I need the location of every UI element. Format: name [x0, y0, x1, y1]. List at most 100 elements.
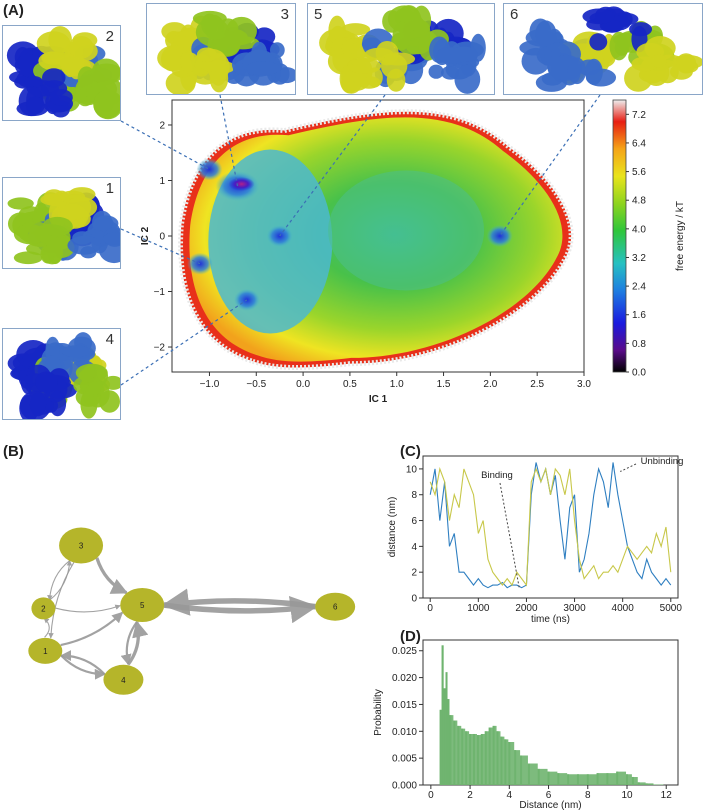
annotation-unbinding-arrow: [620, 463, 637, 472]
histogram-bar: [637, 782, 640, 785]
x-tick-label: 1.5: [437, 379, 451, 390]
x-tick-label: 4: [507, 790, 513, 801]
colorbar-tick-label: 4.0: [632, 224, 646, 235]
histogram-bar: [645, 783, 648, 785]
network-node-label: 6: [333, 603, 338, 612]
histogram-bar: [616, 771, 619, 785]
y-axis-label: Probability: [373, 689, 384, 736]
structure-blob: [49, 89, 73, 106]
structure-image: [6, 26, 120, 120]
x-tick-label: 3.0: [577, 379, 591, 390]
distance-timeseries: 0 1000 2000 3000 4000 5000 0 2 4 6 8 10 time (ns) dis…: [387, 455, 684, 625]
x-tick-label: 1.0: [390, 379, 404, 390]
structure-blob: [60, 203, 86, 221]
y-tick-label: 8: [411, 490, 417, 501]
network-edge: [60, 650, 106, 676]
histogram-bar: [465, 731, 468, 785]
y-axis-label: IC 2: [140, 226, 151, 245]
x-tick-label: 6: [546, 790, 552, 801]
structure-blob: [61, 345, 90, 358]
structure-label: 6: [510, 6, 519, 23]
structure-blob: [428, 64, 444, 79]
x-tick-label: 10: [621, 790, 633, 801]
histogram-bar: [476, 735, 479, 785]
distance-histogram: 0 2 4 6 8 10 12 0.000 0.005 0.010 0.015 0.020 0.025 D…: [373, 639, 679, 811]
histogram-bar: [488, 727, 491, 785]
network-node-5: [120, 588, 165, 622]
histogram-bar: [527, 763, 530, 785]
x-tick-label: 5000: [660, 603, 683, 614]
structure-image: [319, 5, 486, 94]
y-tick-label: −1: [154, 287, 166, 298]
structure-label: 3: [280, 6, 289, 23]
histogram-bar: [653, 784, 656, 785]
structure-blob: [93, 89, 120, 120]
structure-blob: [366, 67, 383, 88]
structure-blob: [13, 251, 43, 265]
y-tick-label: 4: [411, 542, 417, 553]
colorbar-tick-label: 5.6: [632, 167, 646, 178]
network-edge: [49, 560, 73, 601]
y-tick-label: −2: [154, 343, 166, 354]
histogram-bar: [547, 771, 550, 785]
x-tick-label: −0.5: [246, 379, 266, 390]
network-edge: [95, 557, 128, 595]
structure-blob: [35, 371, 58, 393]
y-axis-label: distance (nm): [387, 497, 398, 558]
y-tick-label: 0: [411, 594, 417, 605]
x-tick-label: 2.5: [530, 379, 544, 390]
colorbar: [612, 99, 627, 373]
x-axis-label: IC 1: [369, 394, 388, 405]
structure-blob: [450, 46, 479, 62]
structure-blob: [7, 197, 34, 210]
panel-label-a: (A): [3, 2, 24, 19]
x-tick-label: 2.0: [483, 379, 497, 390]
structure-inset-5: 5: [307, 3, 495, 95]
network-node-3: [59, 527, 104, 564]
structure-blob: [180, 50, 195, 74]
structure-blob: [454, 64, 481, 94]
plot-frame: [422, 455, 679, 599]
histogram-bar: [631, 776, 634, 785]
y-tick-label: 0: [159, 232, 165, 243]
histogram-bar: [496, 731, 499, 785]
colorbar-tick-label: 7.2: [632, 110, 646, 121]
histogram-bar: [445, 672, 448, 785]
network-node-label: 5: [140, 601, 145, 610]
x-tick-label: −1.0: [200, 379, 220, 390]
structure-label: 4: [105, 331, 114, 348]
histogram-bar: [447, 699, 450, 785]
network-node-6: [315, 592, 356, 621]
colorbar-tick-label: 2.4: [632, 282, 646, 293]
x-tick-label: 0.0: [296, 379, 310, 390]
network-edge: [120, 621, 138, 666]
structure-blob: [43, 52, 76, 65]
x-tick-label: 0.5: [343, 379, 357, 390]
structure-blob: [89, 63, 120, 84]
annotation-unbinding: Unbinding: [641, 456, 684, 467]
network-node-label: 3: [79, 542, 84, 551]
colorbar-tick-label: 3.2: [632, 253, 646, 264]
structure-blob: [67, 235, 102, 255]
structure-blob: [42, 68, 66, 88]
state-network: 3 2 5 6 1 4: [28, 527, 356, 695]
histogram-bar: [606, 773, 609, 785]
structure-image: [157, 10, 295, 94]
structure-blob: [669, 64, 693, 80]
structure-blob: [535, 20, 557, 48]
network-node-label: 4: [121, 676, 126, 685]
energy-well-2: [196, 158, 223, 181]
colorbar-tick-label: 1.6: [632, 310, 646, 321]
histogram-bar: [439, 709, 442, 785]
structure-blob: [25, 96, 45, 115]
x-tick-label: 3000: [563, 603, 586, 614]
structure-label: 1: [105, 180, 114, 197]
structure-blob: [392, 21, 412, 51]
network-edge: [43, 617, 50, 638]
connector-4: [120, 299, 248, 386]
structure-blob: [42, 216, 73, 237]
connector-6: [499, 94, 601, 237]
x-tick-label: 4000: [612, 603, 635, 614]
structure-blob: [24, 76, 44, 89]
free-energy-plot: −1.0 −0.5 0.0 0.5 1.0 1.5 2.0 2.5 3.0 −2 −1 0 1 2 IC 1…: [120, 94, 686, 405]
